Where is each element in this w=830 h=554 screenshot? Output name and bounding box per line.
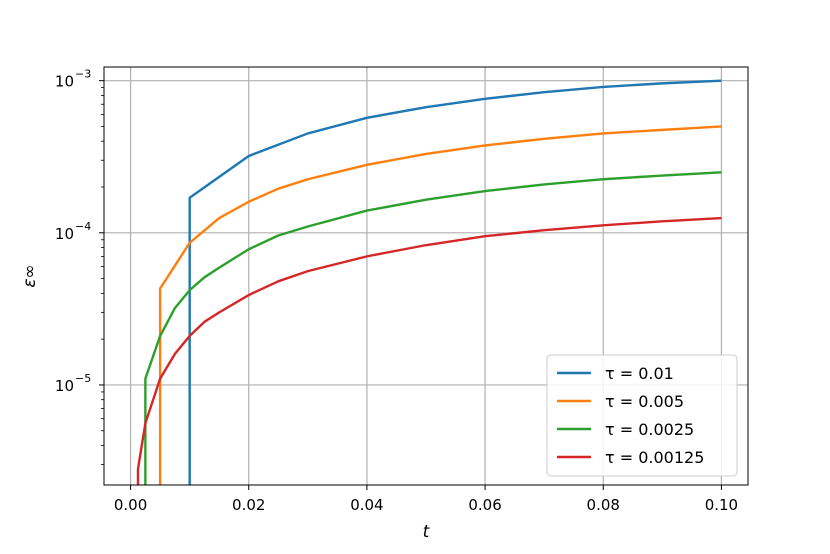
- legend-box: [546, 354, 738, 477]
- series-lines: [136, 79, 722, 485]
- series-line: [158, 125, 722, 485]
- y-tick-label: 10: [55, 225, 74, 243]
- x-tick-label: 0.08: [587, 496, 620, 514]
- x-axis-label: t: [423, 522, 431, 542]
- y-tick-label: 10: [55, 377, 74, 395]
- y-tick-label: 10: [55, 73, 74, 91]
- legend: τ = 0.01 τ = 0.005 τ = 0.0025 τ = 0.00125: [546, 354, 738, 477]
- series-line: [144, 171, 722, 485]
- y-axis: 10−510−410−3: [55, 68, 104, 465]
- x-tick-label: 0.06: [468, 496, 501, 514]
- y-axis-label: ε∞: [20, 264, 40, 287]
- legend-label: τ = 0.01: [605, 364, 674, 383]
- x-tick-label: 0.00: [114, 496, 147, 514]
- y-tick-exponent: −3: [75, 68, 91, 81]
- x-axis: 0.00 0.02 0.04 0.06 0.08 0.10: [114, 485, 738, 514]
- series-line: [136, 216, 722, 485]
- legend-label: τ = 0.005: [605, 392, 684, 411]
- grid: [104, 67, 748, 485]
- series-line: [188, 79, 722, 485]
- y-tick-exponent: −4: [75, 220, 91, 233]
- x-tick-label: 0.02: [232, 496, 265, 514]
- plot-frame: [103, 66, 749, 486]
- y-tick-exponent: −5: [75, 372, 91, 385]
- x-tick-label: 0.10: [705, 496, 738, 514]
- x-tick-label: 0.04: [350, 496, 383, 514]
- legend-label: τ = 0.00125: [605, 448, 704, 467]
- legend-label: τ = 0.0025: [605, 420, 694, 439]
